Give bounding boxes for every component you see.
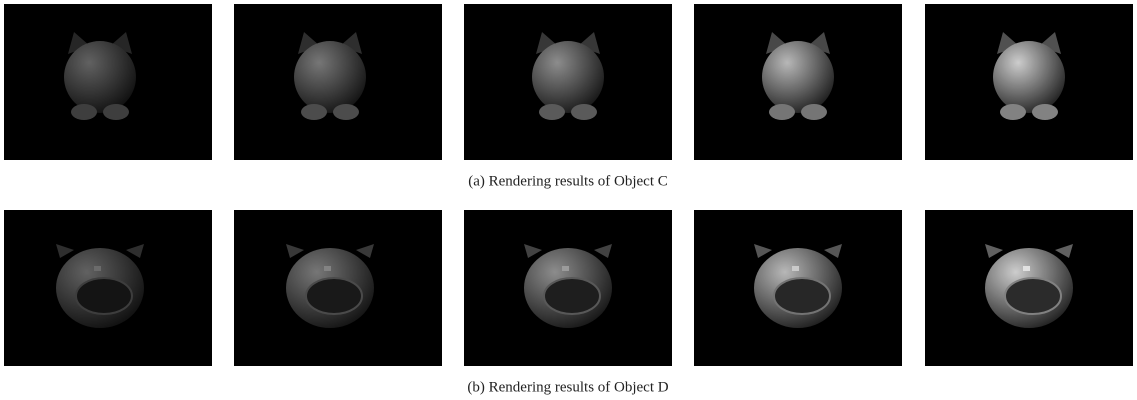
cat-figurine [762,32,834,120]
foot [571,104,597,120]
render-image [694,210,902,366]
snout [1005,278,1061,314]
render-image [925,210,1133,366]
highlight [562,266,569,271]
caption: (b) Rendering results of Object D [467,379,668,395]
highlight [792,266,799,271]
cat-figurine [993,32,1065,120]
foot [1032,104,1058,120]
snout [544,278,600,314]
render-image [464,210,672,366]
highlight [94,266,101,271]
foot [71,104,97,120]
foot [301,104,327,120]
body [64,41,136,113]
foot [769,104,795,120]
render-image [4,4,212,160]
snout [76,278,132,314]
foot [539,104,565,120]
foot [1000,104,1026,120]
body [993,41,1065,113]
foot [333,104,359,120]
render-image [925,4,1133,160]
highlight [324,266,331,271]
body [532,41,604,113]
render-image [4,210,212,366]
render-image [694,4,902,160]
cat-figurine [64,32,136,120]
body [294,41,366,113]
render-image [234,4,442,160]
body [762,41,834,113]
render-image [464,4,672,160]
cat-figurine [532,32,604,120]
highlight [1023,266,1030,271]
foot [103,104,129,120]
figure: (a) Rendering results of Object C (b) Re… [0,0,1137,400]
caption: (a) Rendering results of Object C [468,173,668,189]
cat-figurine [294,32,366,120]
snout [774,278,830,314]
foot [801,104,827,120]
render-image [234,210,442,366]
snout [306,278,362,314]
